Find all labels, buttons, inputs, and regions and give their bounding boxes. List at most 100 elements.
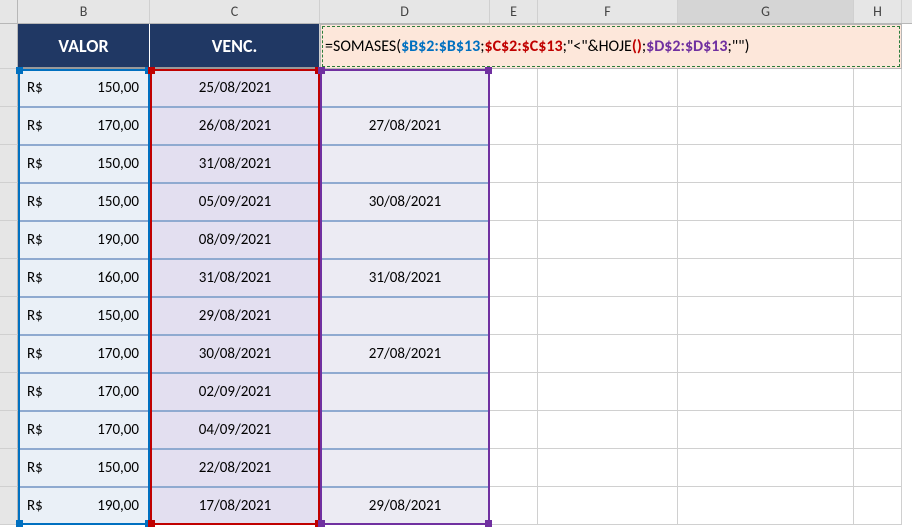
cell-venc[interactable]: 22/08/2021 bbox=[150, 449, 320, 487]
row-header[interactable] bbox=[0, 449, 18, 487]
cell-empty[interactable] bbox=[854, 373, 902, 411]
col-header-H[interactable]: H bbox=[854, 0, 902, 23]
cell-d[interactable]: 30/08/2021 bbox=[320, 183, 490, 221]
cell-valor[interactable]: R$170,00 bbox=[18, 411, 150, 449]
cell-empty[interactable] bbox=[854, 221, 902, 259]
cell-empty[interactable] bbox=[538, 373, 678, 411]
cell-empty[interactable] bbox=[538, 69, 678, 107]
cell-empty[interactable] bbox=[678, 449, 854, 487]
cell-empty[interactable] bbox=[854, 259, 902, 297]
cell-d[interactable]: 27/08/2021 bbox=[320, 335, 490, 373]
header-valor[interactable]: VALOR bbox=[18, 24, 150, 69]
cell-empty[interactable] bbox=[538, 107, 678, 145]
cell-venc[interactable]: 26/08/2021 bbox=[150, 107, 320, 145]
cell-d[interactable]: 31/08/2021 bbox=[320, 259, 490, 297]
cell-empty[interactable] bbox=[678, 69, 854, 107]
row-header[interactable] bbox=[0, 107, 18, 145]
cell-venc[interactable]: 17/08/2021 bbox=[150, 487, 320, 525]
cell-valor[interactable]: R$150,00 bbox=[18, 297, 150, 335]
cell-empty[interactable] bbox=[678, 259, 854, 297]
cell-empty[interactable] bbox=[490, 373, 538, 411]
cell-valor[interactable]: R$190,00 bbox=[18, 221, 150, 259]
cell-empty[interactable] bbox=[490, 411, 538, 449]
formula-editing-cell[interactable]: =SOMASES($B$2:$B$13;$C$2:$C$13;"<"&HOJE(… bbox=[320, 24, 902, 69]
cell-empty[interactable] bbox=[854, 487, 902, 525]
row-header[interactable] bbox=[0, 487, 18, 525]
col-header-B[interactable]: B bbox=[18, 0, 150, 23]
cell-empty[interactable] bbox=[854, 297, 902, 335]
cell-d[interactable] bbox=[320, 373, 490, 411]
cell-empty[interactable] bbox=[678, 297, 854, 335]
col-header-D[interactable]: D bbox=[320, 0, 490, 23]
col-header-C[interactable]: C bbox=[150, 0, 320, 23]
row-header[interactable] bbox=[0, 259, 18, 297]
cell-empty[interactable] bbox=[490, 297, 538, 335]
cell-d[interactable] bbox=[320, 69, 490, 107]
cell-venc[interactable]: 31/08/2021 bbox=[150, 259, 320, 297]
cell-empty[interactable] bbox=[538, 221, 678, 259]
cell-d[interactable] bbox=[320, 449, 490, 487]
row-header[interactable] bbox=[0, 221, 18, 259]
cell-valor[interactable]: R$170,00 bbox=[18, 107, 150, 145]
cell-valor[interactable]: R$190,00 bbox=[18, 487, 150, 525]
cell-valor[interactable]: R$170,00 bbox=[18, 373, 150, 411]
cell-valor[interactable]: R$150,00 bbox=[18, 145, 150, 183]
cell-empty[interactable] bbox=[854, 107, 902, 145]
cell-empty[interactable] bbox=[538, 449, 678, 487]
cell-d[interactable] bbox=[320, 411, 490, 449]
cell-empty[interactable] bbox=[678, 221, 854, 259]
col-header-F[interactable]: F bbox=[538, 0, 678, 23]
cell-empty[interactable] bbox=[678, 373, 854, 411]
cell-d[interactable]: 27/08/2021 bbox=[320, 107, 490, 145]
row-header[interactable] bbox=[0, 335, 18, 373]
cell-valor[interactable]: R$150,00 bbox=[18, 183, 150, 221]
cell-empty[interactable] bbox=[490, 69, 538, 107]
cell-venc[interactable]: 30/08/2021 bbox=[150, 335, 320, 373]
cell-empty[interactable] bbox=[678, 335, 854, 373]
cell-empty[interactable] bbox=[538, 183, 678, 221]
cell-empty[interactable] bbox=[854, 411, 902, 449]
cell-d[interactable] bbox=[320, 297, 490, 335]
cell-empty[interactable] bbox=[538, 487, 678, 525]
cell-empty[interactable] bbox=[490, 487, 538, 525]
cell-empty[interactable] bbox=[490, 259, 538, 297]
cell-valor[interactable]: R$150,00 bbox=[18, 69, 150, 107]
cell-empty[interactable] bbox=[854, 449, 902, 487]
cell-empty[interactable] bbox=[678, 107, 854, 145]
select-all-corner[interactable] bbox=[0, 0, 18, 23]
cell-empty[interactable] bbox=[854, 69, 902, 107]
cell-empty[interactable] bbox=[854, 145, 902, 183]
cell-empty[interactable] bbox=[490, 335, 538, 373]
cell-venc[interactable]: 29/08/2021 bbox=[150, 297, 320, 335]
cell-empty[interactable] bbox=[490, 449, 538, 487]
row-header[interactable] bbox=[0, 69, 18, 107]
cell-empty[interactable] bbox=[678, 411, 854, 449]
col-header-E[interactable]: E bbox=[490, 0, 538, 23]
col-header-G[interactable]: G bbox=[678, 0, 854, 23]
row-header[interactable] bbox=[0, 145, 18, 183]
cell-empty[interactable] bbox=[854, 183, 902, 221]
cell-venc[interactable]: 08/09/2021 bbox=[150, 221, 320, 259]
cell-empty[interactable] bbox=[538, 411, 678, 449]
cell-empty[interactable] bbox=[490, 145, 538, 183]
row-header[interactable] bbox=[0, 24, 18, 69]
cell-valor[interactable]: R$150,00 bbox=[18, 449, 150, 487]
cell-empty[interactable] bbox=[538, 145, 678, 183]
cell-venc[interactable]: 04/09/2021 bbox=[150, 411, 320, 449]
cell-d[interactable] bbox=[320, 221, 490, 259]
cell-empty[interactable] bbox=[538, 335, 678, 373]
cell-valor[interactable]: R$160,00 bbox=[18, 259, 150, 297]
row-header[interactable] bbox=[0, 183, 18, 221]
cell-empty[interactable] bbox=[538, 297, 678, 335]
cell-venc[interactable]: 05/09/2021 bbox=[150, 183, 320, 221]
cell-empty[interactable] bbox=[678, 145, 854, 183]
cell-empty[interactable] bbox=[490, 221, 538, 259]
cell-empty[interactable] bbox=[490, 183, 538, 221]
cell-venc[interactable]: 31/08/2021 bbox=[150, 145, 320, 183]
cell-empty[interactable] bbox=[678, 183, 854, 221]
cell-empty[interactable] bbox=[678, 487, 854, 525]
row-header[interactable] bbox=[0, 411, 18, 449]
row-header[interactable] bbox=[0, 373, 18, 411]
cell-empty[interactable] bbox=[490, 107, 538, 145]
cell-valor[interactable]: R$170,00 bbox=[18, 335, 150, 373]
